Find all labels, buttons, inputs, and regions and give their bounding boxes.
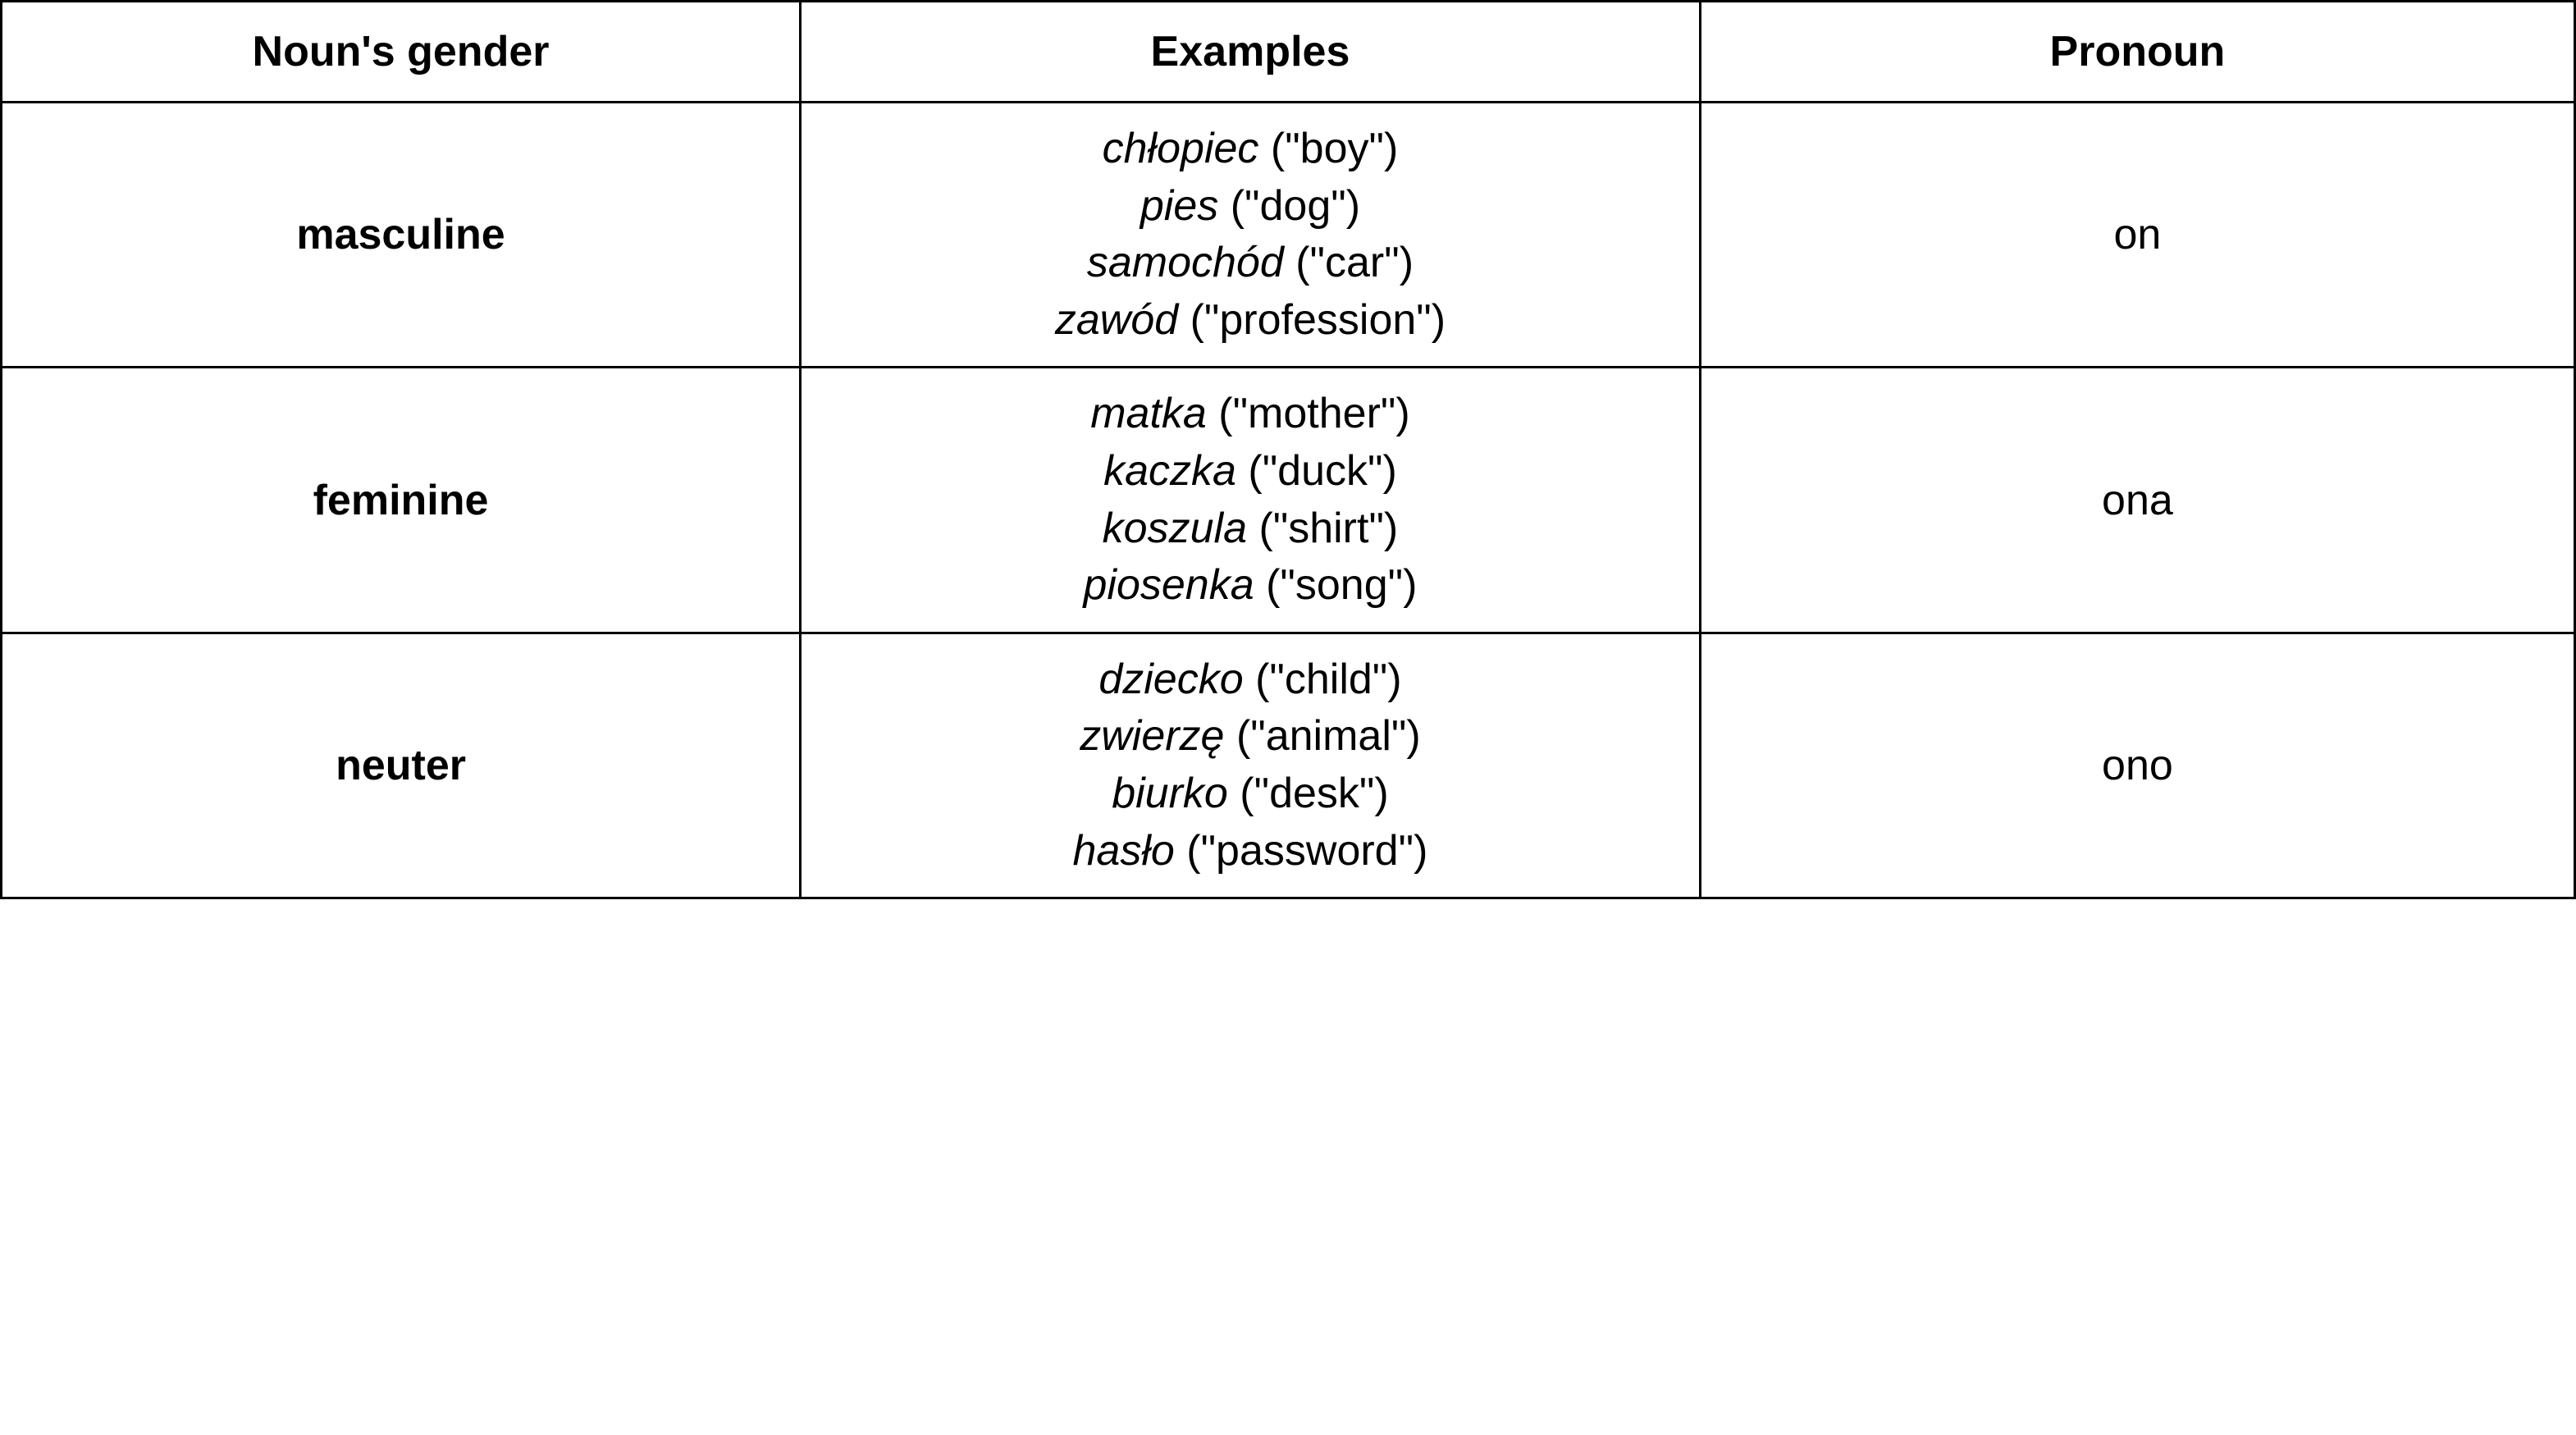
example-gloss: ("duck"): [1248, 447, 1396, 495]
example-word: zwierzę: [1080, 712, 1224, 760]
table-row: neuter dziecko ("child") zwierzę ("anima…: [2, 633, 2575, 898]
example-line: pies ("dog"): [810, 179, 1691, 235]
example-line: samochód ("car"): [810, 235, 1691, 291]
pronoun-cell: ono: [1700, 633, 2574, 898]
example-gloss: ("mother"): [1218, 390, 1409, 437]
example-line: chłopiec ("boy"): [810, 121, 1691, 177]
table-row: feminine matka ("mother") kaczka ("duck"…: [2, 368, 2575, 633]
example-gloss: ("profession"): [1190, 296, 1446, 344]
example-word: dziecko: [1098, 656, 1243, 703]
example-word: matka: [1090, 390, 1207, 437]
example-word: piosenka: [1083, 561, 1254, 609]
example-word: chłopiec: [1103, 125, 1259, 172]
header-examples: Examples: [801, 2, 1701, 103]
example-line: hasło ("password"): [810, 824, 1691, 880]
example-gloss: ("animal"): [1236, 712, 1421, 760]
example-gloss: ("password"): [1186, 827, 1427, 875]
gender-cell: feminine: [2, 368, 801, 633]
examples-cell: dziecko ("child") zwierzę ("animal") biu…: [801, 633, 1701, 898]
example-word: hasło: [1073, 827, 1175, 875]
example-word: kaczka: [1103, 447, 1236, 495]
example-word: pies: [1140, 182, 1218, 230]
examples-cell: chłopiec ("boy") pies ("dog") samochód (…: [801, 103, 1701, 368]
example-gloss: ("child"): [1255, 656, 1402, 703]
example-word: biurko: [1112, 770, 1228, 817]
example-word: koszula: [1103, 505, 1247, 552]
example-line: zawód ("profession"): [810, 293, 1691, 349]
pronoun-cell: ona: [1700, 368, 2574, 633]
example-line: matka ("mother"): [810, 386, 1691, 442]
grammar-table-container: Noun's gender Examples Pronoun masculine…: [0, 0, 2576, 899]
example-gloss: ("dog"): [1231, 182, 1360, 230]
example-line: koszula ("shirt"): [810, 501, 1691, 557]
example-line: piosenka ("song"): [810, 558, 1691, 614]
example-line: dziecko ("child"): [810, 652, 1691, 708]
example-gloss: ("shirt"): [1258, 505, 1398, 552]
example-gloss: ("boy"): [1271, 125, 1398, 172]
examples-cell: matka ("mother") kaczka ("duck") koszula…: [801, 368, 1701, 633]
header-row: Noun's gender Examples Pronoun: [2, 2, 2575, 103]
header-gender: Noun's gender: [2, 2, 801, 103]
gender-cell: masculine: [2, 103, 801, 368]
pronoun-cell: on: [1700, 103, 2574, 368]
example-line: biurko ("desk"): [810, 766, 1691, 822]
example-word: zawód: [1055, 296, 1178, 344]
example-word: samochód: [1087, 239, 1284, 286]
example-gloss: ("car"): [1295, 239, 1414, 286]
example-gloss: ("song"): [1266, 561, 1417, 609]
table-row: masculine chłopiec ("boy") pies ("dog") …: [2, 103, 2575, 368]
example-line: zwierzę ("animal"): [810, 709, 1691, 765]
example-line: kaczka ("duck"): [810, 444, 1691, 500]
table-header: Noun's gender Examples Pronoun: [2, 2, 2575, 103]
grammar-table: Noun's gender Examples Pronoun masculine…: [0, 0, 2576, 899]
header-pronoun: Pronoun: [1700, 2, 2574, 103]
gender-cell: neuter: [2, 633, 801, 898]
example-gloss: ("desk"): [1240, 770, 1388, 817]
table-body: masculine chłopiec ("boy") pies ("dog") …: [2, 103, 2575, 898]
